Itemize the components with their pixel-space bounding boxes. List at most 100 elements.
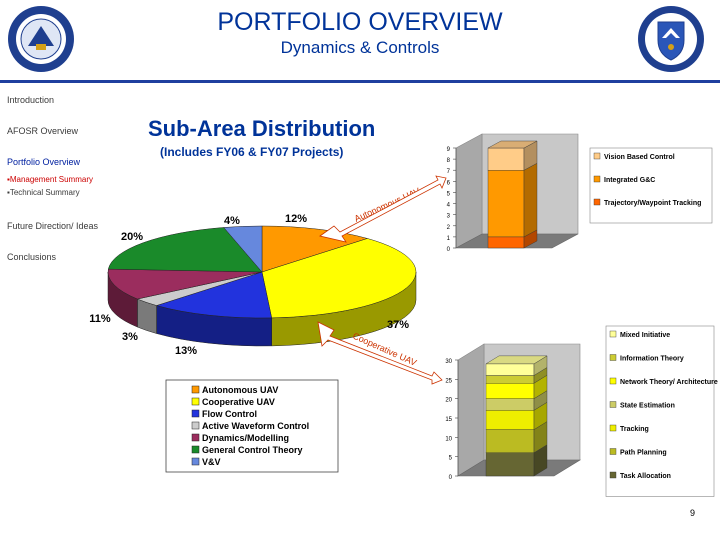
legend-swatch <box>191 397 200 406</box>
bar-segment-information-theory <box>485 375 535 384</box>
legend-swatch <box>593 198 601 206</box>
legend-label: Integrated G&C <box>604 177 655 184</box>
legend-swatch <box>191 409 200 418</box>
legend-label: Vision Based Control <box>604 154 675 161</box>
bar-segment-vision-based-control <box>487 147 525 171</box>
y-tick-label: 30 <box>445 359 452 365</box>
legend-label: V&V <box>202 457 221 467</box>
y-tick-label: 4 <box>447 203 451 209</box>
y-tick-label: 10 <box>445 436 452 442</box>
pie-chart: 12% 37% 13% 3% 11% 20% 4% <box>89 213 417 357</box>
bar-segment-state-estimation <box>485 398 535 411</box>
callout-autonomous-uav: Autonomous UAV <box>353 186 422 224</box>
autonomous-uav-bar-chart: 0 1 2 3 4 5 6 7 8 9 Vision Based Control Integrated… <box>447 133 713 253</box>
y-tick-label: 0 <box>447 247 451 253</box>
legend-label: Path Planning <box>620 450 667 457</box>
bar-top <box>487 140 538 149</box>
page-title: PORTFOLIO OVERVIEW <box>217 8 503 36</box>
bar-segment-tracking <box>485 410 535 430</box>
sidebar-item-technical-summary[interactable]: ▪Technical Summary <box>7 188 80 197</box>
bar-legend-box <box>589 147 713 224</box>
pie-value-label: 11% <box>89 313 111 325</box>
callout-arrow-cooperative <box>317 321 443 385</box>
legend-swatch <box>593 152 601 160</box>
pie-slice-general-control-theory <box>107 227 263 273</box>
legend-swatch <box>191 421 200 430</box>
legend-label: Information Theory <box>620 356 684 363</box>
y-tick-label: 3 <box>447 214 451 220</box>
legend-swatch <box>609 471 617 479</box>
pie-value-label: 3% <box>122 331 138 343</box>
pie-value-label: 4% <box>224 215 240 227</box>
callout-arrow-autonomous <box>319 175 447 243</box>
pie-value-label: 37% <box>387 319 409 331</box>
y-tick-label: 8 <box>447 158 451 164</box>
sidebar-item-label: Technical Summary <box>9 188 80 197</box>
pie-value-label: 20% <box>121 231 143 243</box>
y-tick-label: 6 <box>447 180 451 186</box>
chart-side-wall <box>455 133 483 249</box>
legend-label: Dynamics/Modelling <box>202 433 289 443</box>
bar-segment-trajectory-waypoint-tracking <box>487 236 525 249</box>
legend-swatch <box>593 175 601 183</box>
cooperative-uav-bar-chart: 0 5 10 15 20 25 30 Mixed Initiative Information … <box>445 325 718 497</box>
legend-label: Mixed Initiative <box>620 332 670 339</box>
page-number: 9 <box>690 508 696 518</box>
legend-swatch <box>609 354 617 361</box>
legend-label: Tracking <box>620 426 649 433</box>
legend-swatch <box>191 433 200 442</box>
legend-label: Network Theory/ Architecture <box>620 379 718 386</box>
section-heading: Sub-Area Distribution <box>148 116 376 141</box>
slide-header: PORTFOLIO OVERVIEW Dynamics & Controls <box>0 0 720 84</box>
y-tick-label: 5 <box>449 456 453 462</box>
legend-swatch <box>191 385 200 394</box>
sidebar-item-conclusions[interactable]: Conclusions <box>7 252 57 262</box>
bar-segment-side <box>523 162 538 238</box>
sidebar-item-label: Management Summary <box>9 175 93 184</box>
air-force-research-seal-icon <box>638 6 704 72</box>
chart-side-wall <box>457 343 485 477</box>
pie-slice-v-v <box>223 225 263 273</box>
legend-swatch <box>609 424 617 432</box>
legend-label: State Estimation <box>620 403 675 410</box>
y-tick-label: 9 <box>447 147 451 153</box>
pie-slice-dynamics-modelling <box>107 268 263 300</box>
legend-swatch <box>609 448 617 455</box>
bar-segment-integrated-g-c <box>487 170 525 238</box>
pie-legend: Autonomous UAV Cooperative UAV Flow Contro… <box>165 379 339 473</box>
bar-legend-box <box>605 325 715 497</box>
header-rule <box>0 80 720 83</box>
y-tick-label: 1 <box>447 236 451 242</box>
legend-label: General Control Theory <box>202 445 303 455</box>
y-tick-label: 20 <box>445 398 452 404</box>
legend-label: Autonomous UAV <box>202 385 278 395</box>
bar-segment-network-theory-architecture <box>485 383 535 399</box>
legend-swatch <box>191 445 200 454</box>
y-tick-label: 15 <box>445 417 452 423</box>
sidebar-item-afosr-overview[interactable]: AFOSR Overview <box>7 126 79 136</box>
pie-value-label: 13% <box>175 345 197 357</box>
legend-swatch <box>609 377 617 385</box>
pie-slice-flow-control <box>155 271 272 319</box>
legend-swatch <box>609 330 617 338</box>
bar-segment-task-allocation <box>485 452 535 477</box>
legend-label: Active Waveform Control <box>202 421 309 431</box>
bar-top <box>485 355 548 365</box>
y-tick-label: 0 <box>449 475 453 481</box>
legend-swatch <box>191 457 200 466</box>
sidebar: Introduction AFOSR Overview Portfolio Ov… <box>0 84 112 540</box>
legend-label: Task Allocation <box>620 473 671 480</box>
sidebar-item-management-summary[interactable]: ▪Management Summary <box>7 175 93 184</box>
afosr-seal-icon <box>8 6 74 72</box>
y-tick-label: 2 <box>447 225 451 231</box>
y-tick-label: 5 <box>447 191 451 197</box>
sidebar-item-future-direction[interactable]: Future Direction/ Ideas <box>7 221 99 231</box>
legend-swatch <box>609 401 617 408</box>
bar-segment-path-planning <box>485 429 535 454</box>
sidebar-item-portfolio-overview[interactable]: Portfolio Overview <box>7 157 81 167</box>
page-subtitle: Dynamics & Controls <box>280 38 440 57</box>
y-tick-label: 7 <box>447 169 451 175</box>
sidebar-item-introduction[interactable]: Introduction <box>7 95 55 105</box>
y-tick-label: 25 <box>445 378 452 384</box>
